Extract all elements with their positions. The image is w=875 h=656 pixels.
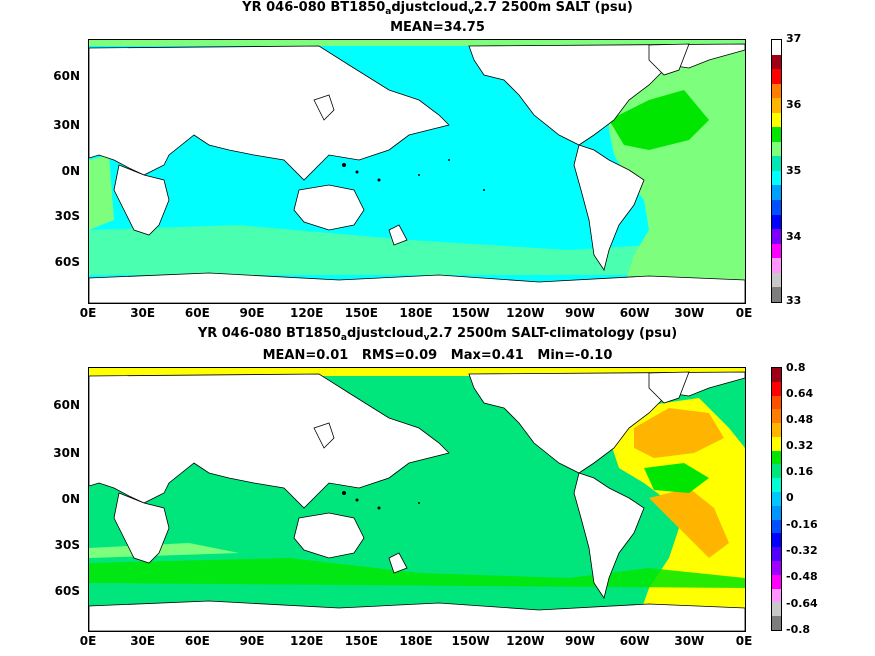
colorbar-segment [772, 450, 781, 465]
bottom-colorbar-label: 0 [786, 491, 794, 504]
top-y-label: 60N [53, 69, 80, 83]
top-x-label: 90E [239, 306, 265, 320]
top-y-label: 60S [54, 255, 80, 269]
bottom-x-label: 90E [239, 634, 265, 648]
bottom-colorbar-label: 0.32 [786, 439, 814, 452]
bottom-map-panel [88, 367, 746, 632]
top-map-panel [88, 39, 746, 304]
colorbar-segment [772, 505, 781, 520]
colorbar-segment [772, 127, 781, 142]
top-colorbar-label: 33 [786, 294, 802, 307]
top-y-label: 30S [54, 209, 80, 223]
bottom-map-subtitle: MEAN=0.01 RMS=0.09 Max=0.41 Min=-0.10 [262, 348, 613, 363]
colorbar-segment [772, 200, 781, 215]
colorbar-segment [772, 409, 781, 424]
colorbar-segment [772, 574, 781, 589]
bottom-colorbar-label: 0.48 [786, 413, 814, 426]
colorbar-segment [772, 547, 781, 561]
colorbar-segment [772, 258, 781, 273]
colorbar-segment [772, 368, 781, 382]
colorbar-segment [772, 616, 781, 630]
top-y-label: 0N [61, 164, 80, 178]
bottom-colorbar-label: 0.16 [786, 465, 814, 478]
colorbar-segment [772, 602, 781, 617]
bottom-y-label: 60S [54, 584, 80, 598]
bottom-x-label: 0E [735, 634, 753, 648]
bottom-x-label: 150E [344, 634, 378, 648]
bottom-x-label: 120W [506, 634, 545, 648]
colorbar-segment [772, 381, 781, 396]
top-map-subtitle: MEAN=34.75 [390, 20, 485, 35]
bottom-x-label: 0E [79, 634, 97, 648]
top-map-field [89, 40, 745, 303]
bottom-x-label: 30E [130, 634, 156, 648]
bottom-colorbar-label: -0.32 [786, 544, 818, 557]
top-x-label: 150W [451, 306, 490, 320]
bottom-x-label: 150W [451, 634, 490, 648]
colorbar-segment [772, 69, 781, 84]
colorbar-segment [772, 560, 781, 575]
colorbar-segment [772, 272, 781, 288]
top-colorbar-label: 34 [786, 230, 802, 243]
bottom-colorbar-label: 0.64 [786, 387, 814, 400]
bottom-y-label: 30S [54, 538, 80, 552]
top-x-label: 150E [344, 306, 378, 320]
bottom-x-label: 60E [184, 634, 210, 648]
bottom-map-field [89, 368, 745, 631]
top-x-label: 0E [735, 306, 753, 320]
colorbar-segment [772, 464, 781, 479]
colorbar-segment [772, 492, 781, 506]
bottom-x-label: 90W [565, 634, 595, 648]
top-x-label: 120W [506, 306, 545, 320]
colorbar-segment [772, 156, 781, 171]
top-map-title: YR 046-080 BT1850adjustcloudv2.7 2500m S… [242, 0, 633, 17]
colorbar-segment [772, 185, 781, 201]
bottom-y-label: 30N [53, 446, 80, 460]
colorbar-segment [772, 98, 781, 113]
top-colorbar-label: 36 [786, 98, 802, 111]
bottom-y-label: 60N [53, 398, 80, 412]
colorbar-segment [772, 436, 781, 451]
bottom-y-label: 0N [61, 492, 80, 506]
bottom-colorbar-label: 0.8 [786, 361, 806, 374]
bottom-colorbar-label: -0.48 [786, 570, 818, 583]
top-x-label: 90W [565, 306, 595, 320]
bottom-colorbar-label: -0.8 [786, 623, 811, 636]
top-x-label: 0E [79, 306, 97, 320]
colorbar-segment [772, 287, 781, 302]
colorbar-segment [772, 214, 781, 230]
colorbar-segment [772, 83, 781, 99]
colorbar-segment [772, 519, 781, 534]
colorbar-segment [772, 533, 781, 548]
bottom-colorbar-label: -0.16 [786, 518, 818, 531]
colorbar-segment [772, 112, 781, 128]
top-x-label: 120E [290, 306, 324, 320]
colorbar-segment [772, 423, 781, 437]
colorbar-segment [772, 588, 781, 603]
colorbar-segment [772, 395, 781, 410]
bottom-x-label: 180E [399, 634, 433, 648]
top-x-label: 60E [184, 306, 210, 320]
top-x-label: 180E [399, 306, 433, 320]
top-colorbar-label: 37 [786, 32, 802, 45]
colorbar-segment [772, 243, 781, 259]
colorbar-segment [772, 54, 781, 70]
colorbar-segment [772, 170, 781, 186]
top-colorbar-label: 35 [786, 164, 802, 177]
bottom-x-label: 120E [290, 634, 324, 648]
bottom-colorbar [771, 367, 782, 631]
colorbar-segment [772, 478, 781, 493]
top-y-label: 30N [53, 118, 80, 132]
colorbar-segment [772, 40, 781, 55]
bottom-x-label: 60W [619, 634, 650, 648]
bottom-map-title: YR 046-080 BT1850adjustcloudv2.7 2500m S… [197, 326, 678, 343]
colorbar-segment [772, 141, 781, 157]
bottom-colorbar-label: -0.64 [786, 597, 818, 610]
top-x-label: 30E [130, 306, 156, 320]
top-x-label: 30W [674, 306, 705, 320]
colorbar-segment [772, 229, 781, 244]
bottom-x-label: 30W [674, 634, 705, 648]
top-colorbar [771, 39, 782, 303]
top-x-label: 60W [619, 306, 650, 320]
